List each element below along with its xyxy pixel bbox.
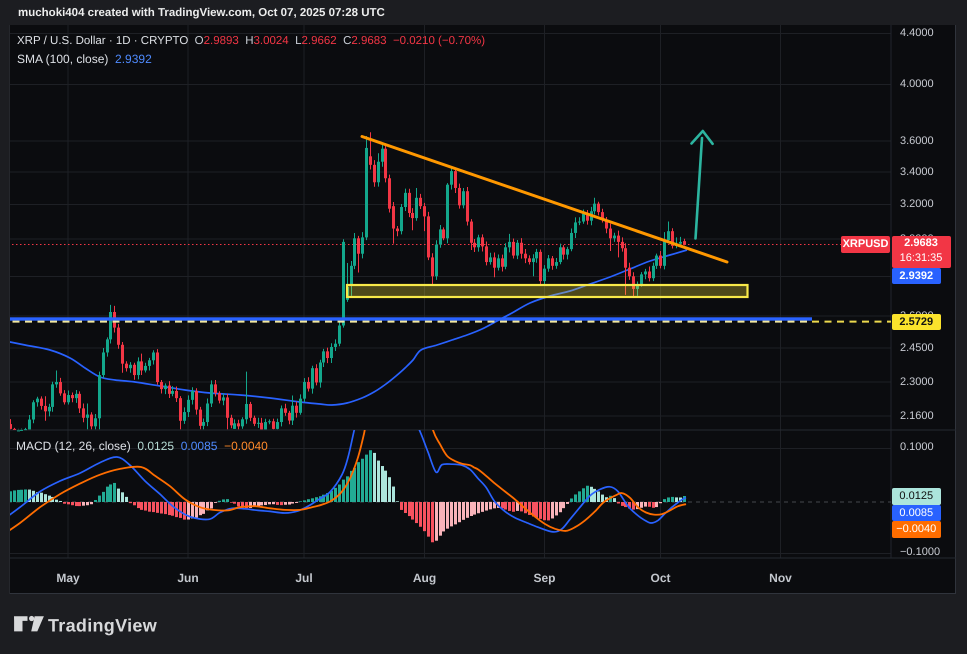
svg-text:TradingView: TradingView <box>48 616 158 636</box>
